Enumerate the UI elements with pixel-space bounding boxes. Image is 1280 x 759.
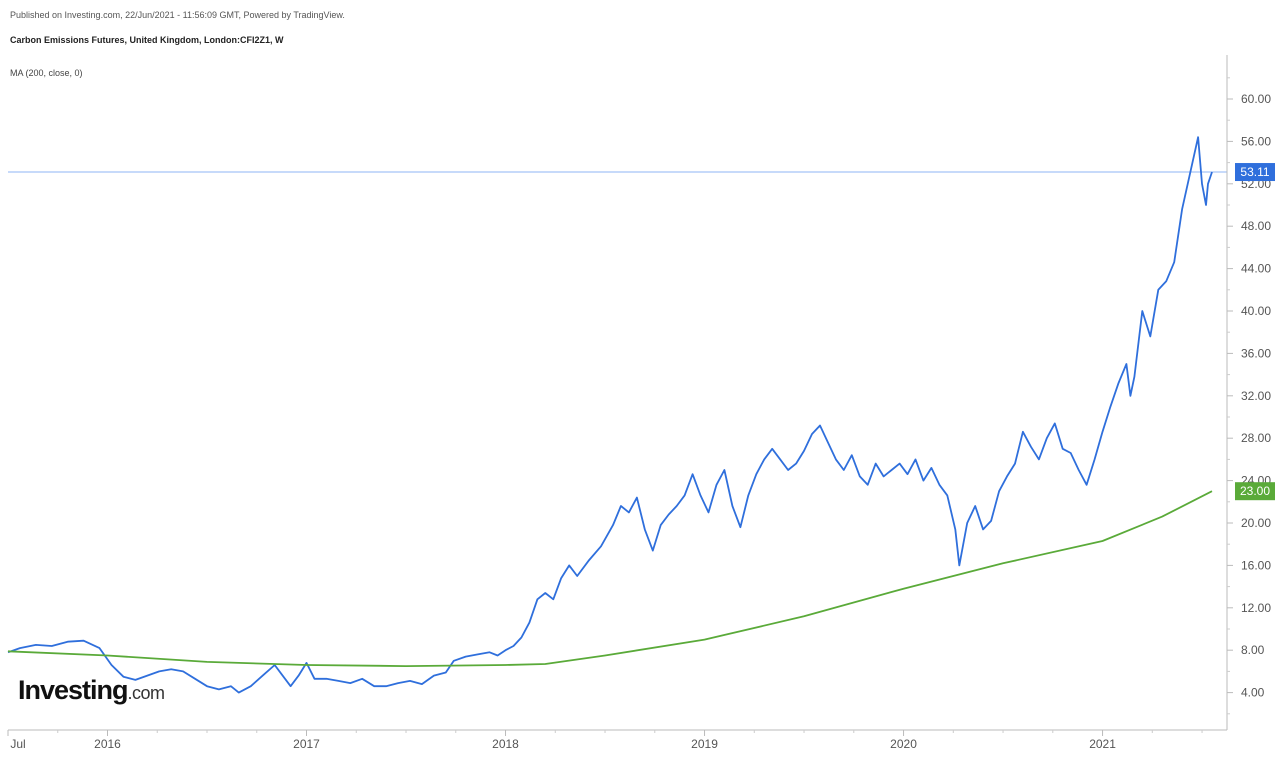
- x-tick-label: 2020: [890, 737, 917, 751]
- investing-logo: Investing.com: [18, 675, 165, 706]
- ma-series-line: [7, 490, 1213, 667]
- chart-title: Carbon Emissions Futures, United Kingdom…: [10, 35, 284, 45]
- x-tick-label: 2016: [94, 737, 121, 751]
- y-tick-label: 28.00: [1241, 431, 1271, 445]
- y-tick-label: 20.00: [1241, 516, 1271, 530]
- price-last-value: 53.11: [1240, 165, 1269, 179]
- label-layer: 53.11 23.00: [1235, 163, 1275, 501]
- y-tick-label: 8.00: [1241, 643, 1265, 657]
- y-tick-label: 40.00: [1241, 304, 1271, 318]
- y-tick-label: 4.00: [1241, 686, 1265, 700]
- indicator-legend: MA (200, close, 0): [10, 68, 83, 78]
- logo-brand: Investing: [18, 675, 129, 705]
- x-tick-label: Jul: [10, 737, 25, 751]
- published-note: Published on Investing.com, 22/Jun/2021 …: [10, 10, 345, 20]
- y-tick-label: 48.00: [1241, 219, 1271, 233]
- price-series-line: [7, 136, 1213, 694]
- y-tick-label: 60.00: [1241, 92, 1271, 106]
- y-tick-label: 56.00: [1241, 134, 1271, 148]
- x-tick-label: 2018: [492, 737, 519, 751]
- y-tick-label: 16.00: [1241, 558, 1271, 572]
- ma-last-value: 23.00: [1240, 484, 1270, 498]
- y-tick-label: 36.00: [1241, 346, 1271, 360]
- x-tick-label: 2021: [1089, 737, 1116, 751]
- axis-layer: 4.008.0012.0016.0020.0024.0028.0032.0036…: [7, 55, 1271, 751]
- y-tick-label: 44.00: [1241, 262, 1271, 276]
- ma-label-box: [1235, 482, 1275, 501]
- y-tick-label: 12.00: [1241, 601, 1271, 615]
- price-label-box: [1235, 163, 1275, 182]
- x-tick-label: 2017: [293, 737, 320, 751]
- x-tick-label: 2019: [691, 737, 718, 751]
- logo-suffix: .com: [127, 683, 166, 703]
- y-tick-label: 32.00: [1241, 389, 1271, 403]
- series-layer: [7, 136, 1213, 694]
